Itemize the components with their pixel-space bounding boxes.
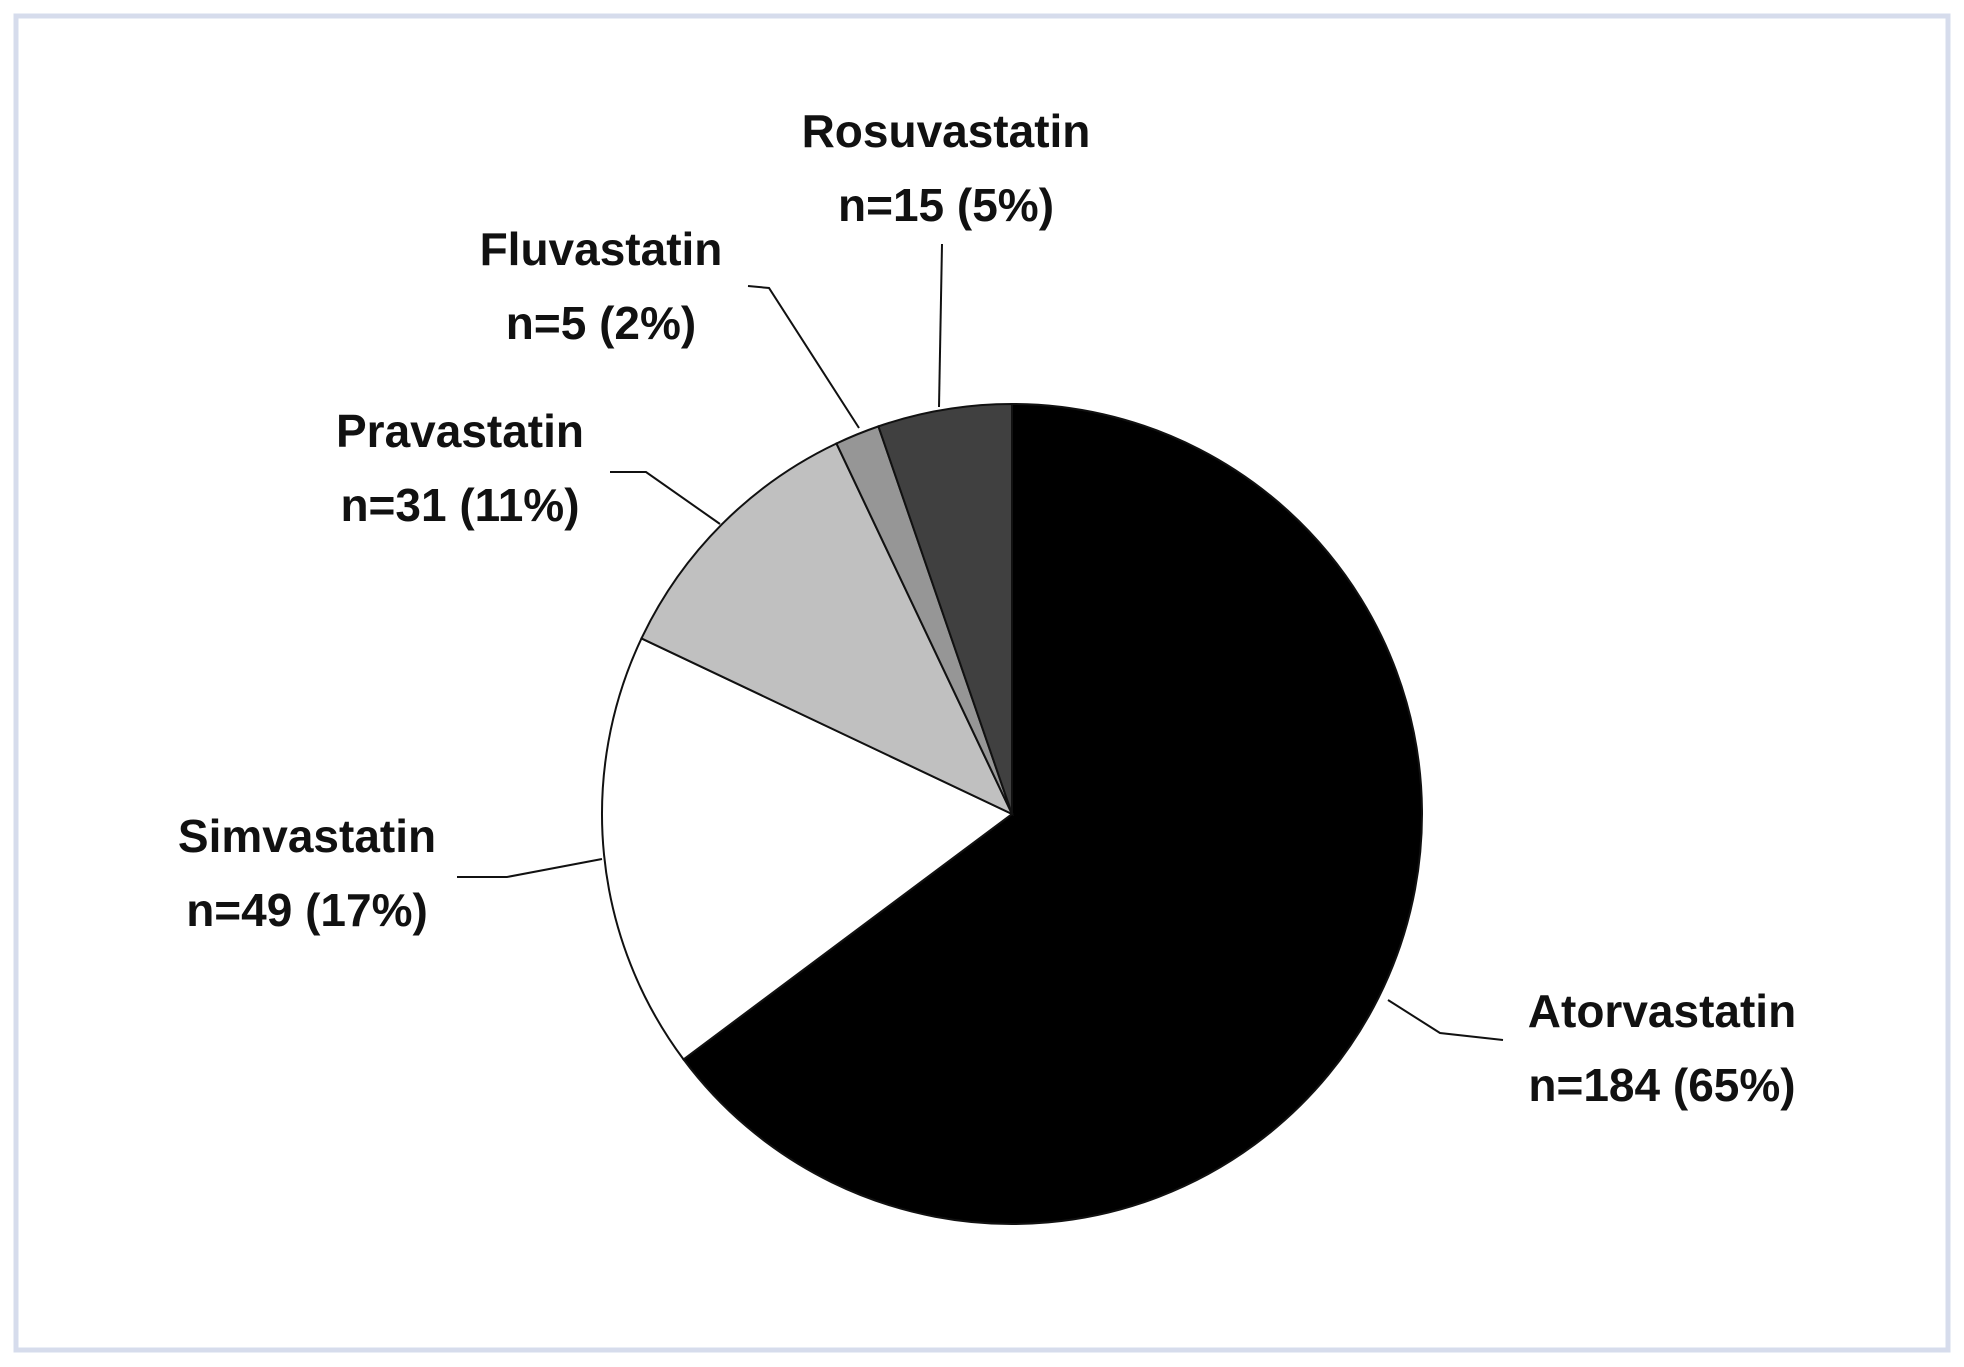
value-label: n=15 (5%)	[838, 179, 1054, 231]
pie	[601, 402, 1423, 1225]
leader-line	[610, 471, 721, 525]
leader-line	[457, 858, 603, 878]
pie-slice	[877, 402, 1013, 815]
category-label: Fluvastatin	[480, 223, 723, 275]
value-label: n=49 (17%)	[186, 884, 428, 936]
category-label: Simvastatin	[178, 810, 436, 862]
labels: Atorvastatin n=184 (65%) Simvastatin n=49 (…	[178, 105, 1796, 1111]
leader-line	[1387, 999, 1504, 1041]
category-label: Pravastatin	[336, 405, 584, 457]
leader-line	[747, 285, 860, 429]
value-label: n=5 (2%)	[506, 297, 696, 349]
pie-slice	[601, 637, 1014, 1061]
category-label: Rosuvastatin	[802, 105, 1091, 157]
category-label: Atorvastatin	[1528, 985, 1796, 1037]
value-label: n=184 (65%)	[1528, 1059, 1795, 1111]
pie-slice	[682, 402, 1423, 1225]
value-label: n=31 (11%)	[340, 479, 579, 531]
leader-line	[938, 243, 943, 408]
pie-slice	[640, 442, 1015, 817]
frame	[13, 13, 1951, 1353]
